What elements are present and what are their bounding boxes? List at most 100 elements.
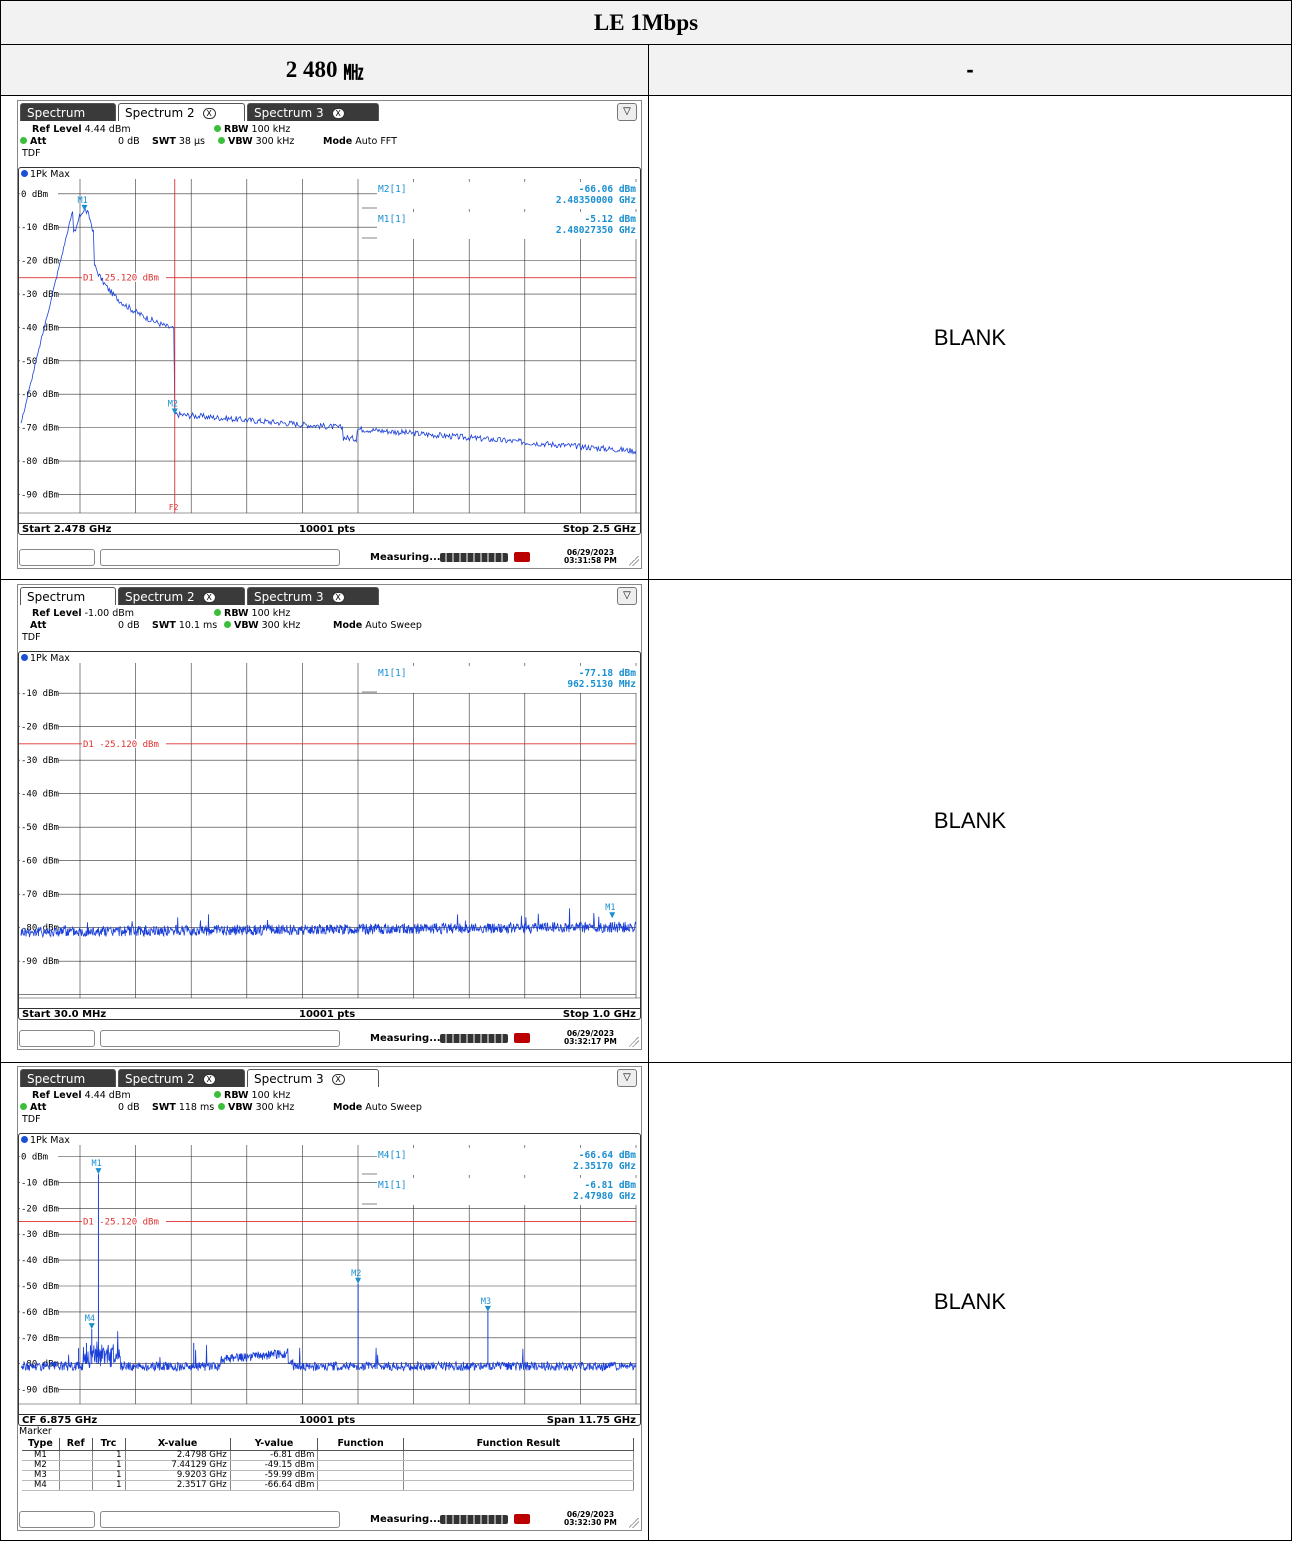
rbw: RBW 100 kHz xyxy=(214,608,290,619)
tab-label: Spectrum 2 xyxy=(125,1072,195,1086)
ref-level-value: -1.00 dBm xyxy=(84,608,135,619)
tab-spectrum-2[interactable]: Spectrum 2 X xyxy=(118,587,245,605)
softkey-field[interactable] xyxy=(19,1511,95,1528)
y-axis-label: -90 dBm xyxy=(21,490,59,500)
marker-readout-name: M4[1] xyxy=(378,1150,407,1161)
tab-spectrum-2[interactable]: Spectrum 2 X xyxy=(118,1069,245,1087)
y-axis-label: -50 dBm xyxy=(21,357,59,367)
measuring-status: Measuring... xyxy=(370,1514,441,1525)
tab-bar: Spectrum Spectrum 2 X Spectrum 3 X ▽ xyxy=(18,1067,641,1087)
table-cell xyxy=(59,1450,93,1461)
table-row[interactable]: M2 1 7.44129 GHz -49.15 dBm xyxy=(22,1460,635,1471)
input-field[interactable] xyxy=(100,1030,340,1047)
menu-icon[interactable]: ▽ xyxy=(617,103,637,121)
marker-triangle-icon[interactable] xyxy=(171,408,178,415)
menu-icon[interactable]: ▽ xyxy=(617,1069,637,1087)
table-row[interactable]: M4 1 2.3517 GHz -66.64 dBm xyxy=(22,1480,635,1491)
marker-table-column-header: Y-value xyxy=(230,1438,319,1451)
marker-triangle-icon[interactable] xyxy=(88,1323,95,1330)
marker-triangle-icon[interactable] xyxy=(355,1277,362,1284)
vbw: VBW 300 kHz xyxy=(218,1102,294,1113)
tab-label: Spectrum 3 xyxy=(254,106,324,120)
tdf-label: TDF xyxy=(22,1114,41,1125)
marker-triangle-icon[interactable] xyxy=(81,204,88,211)
tab-label: Spectrum 3 xyxy=(254,590,324,604)
blank-cell-2: BLANK xyxy=(648,579,1292,1063)
table-cell xyxy=(403,1460,635,1471)
spectrum-screen-2: Spectrum Spectrum 2 X Spectrum 3 X ▽ Ref Level… xyxy=(17,584,642,1050)
table-cell xyxy=(317,1460,404,1471)
time: 03:32:30 PM xyxy=(564,1518,617,1527)
marker-table-column-header: Type xyxy=(22,1438,60,1451)
close-icon[interactable]: X xyxy=(331,1074,345,1085)
swt-value: 118 ms xyxy=(178,1102,215,1113)
softkey-field[interactable] xyxy=(19,1030,95,1047)
status-dot-icon xyxy=(20,1103,27,1110)
ref-level-value: 4.44 dBm xyxy=(84,124,131,135)
table-row[interactable]: M1 1 2.4798 GHz -6.81 dBm xyxy=(22,1450,635,1461)
right-header: - xyxy=(648,44,1292,96)
swt-label: SWT xyxy=(152,136,176,147)
sweep-footer: Start 2.478 GHz 10001 pts Stop 2.5 GHz xyxy=(19,523,640,535)
table-cell: 1 xyxy=(92,1470,126,1481)
tab-spectrum-3[interactable]: Spectrum 3 X xyxy=(247,587,379,605)
marker-readout-name: M1[1] xyxy=(378,214,407,225)
y-axis-label: -30 dBm xyxy=(21,756,59,766)
marker-readout-frequency: 2.47980 GHz xyxy=(573,1191,636,1202)
marker-triangle-icon[interactable] xyxy=(95,1168,102,1175)
resize-grip-icon[interactable] xyxy=(629,556,639,566)
trace-dot-icon xyxy=(21,654,28,661)
status-dot-icon xyxy=(224,621,231,628)
start-frequency: CF 6.875 GHz xyxy=(22,1415,98,1426)
status-bar: Measuring... 06/29/2023 03:31:58 PM xyxy=(18,546,641,568)
status-dot-icon xyxy=(214,125,221,132)
y-axis-label: -10 dBm xyxy=(21,223,59,233)
ref-level: Ref Level 4.44 dBm xyxy=(32,124,131,135)
marker-triangle-icon[interactable] xyxy=(484,1305,491,1312)
close-icon[interactable]: X xyxy=(202,108,216,119)
y-axis-label: -40 dBm xyxy=(21,790,59,800)
tab-spectrum-2[interactable]: Spectrum 2 X xyxy=(118,103,245,121)
swt-label: SWT xyxy=(152,620,176,631)
table-cell xyxy=(403,1470,635,1481)
att: Att xyxy=(20,1102,46,1113)
marker-readout-value: -5.12 dBm xyxy=(585,214,637,225)
trace-label: 1Pk Max xyxy=(21,169,70,180)
att-value: 0 dB xyxy=(118,620,140,631)
tab-spectrum[interactable]: Spectrum xyxy=(20,103,116,121)
stop-frequency: Stop 2.5 GHz xyxy=(562,524,636,535)
close-icon[interactable]: X xyxy=(331,592,345,603)
input-field[interactable] xyxy=(100,549,340,566)
mode-value: Auto Sweep xyxy=(365,620,422,631)
tab-spectrum-3[interactable]: Spectrum 3 X xyxy=(247,103,379,121)
rs-logo-icon xyxy=(514,552,530,562)
date: 06/29/2023 xyxy=(566,1029,615,1038)
close-icon[interactable]: X xyxy=(202,1074,216,1085)
frequency-value: 2 480 xyxy=(285,57,338,82)
status-dot-icon xyxy=(214,609,221,616)
vbw-value: 300 kHz xyxy=(255,136,295,147)
marker-triangle-icon[interactable] xyxy=(609,912,616,919)
status-dot-icon xyxy=(218,1103,225,1110)
tab-spectrum[interactable]: Spectrum xyxy=(20,1069,116,1087)
y-axis-label: -90 dBm xyxy=(21,1386,59,1396)
att-value: 0 dB xyxy=(118,1102,140,1113)
marker-label: M1 xyxy=(77,196,87,206)
table-row[interactable]: M3 1 9.9203 GHz -59.99 dBm xyxy=(22,1470,635,1481)
marker-label: M1 xyxy=(91,1159,101,1169)
resize-grip-icon[interactable] xyxy=(629,1518,639,1528)
close-icon[interactable]: X xyxy=(202,592,216,603)
menu-icon[interactable]: ▽ xyxy=(617,587,637,605)
input-field[interactable] xyxy=(100,1511,340,1528)
status-bar: Measuring... 06/29/2023 03:32:17 PM xyxy=(18,1027,641,1049)
resize-grip-icon[interactable] xyxy=(629,1037,639,1047)
table-cell xyxy=(59,1470,93,1481)
marker-table-column-header: Function xyxy=(317,1438,404,1451)
time: 03:31:58 PM xyxy=(564,556,617,565)
tab-spectrum[interactable]: Spectrum xyxy=(20,587,116,605)
table-cell: 9.9203 GHz xyxy=(125,1470,231,1481)
spectrum-screen-3: Spectrum Spectrum 2 X Spectrum 3 X ▽ Ref Level… xyxy=(17,1066,642,1531)
tab-spectrum-3[interactable]: Spectrum 3 X xyxy=(247,1069,379,1087)
softkey-field[interactable] xyxy=(19,549,95,566)
close-icon[interactable]: X xyxy=(331,108,345,119)
